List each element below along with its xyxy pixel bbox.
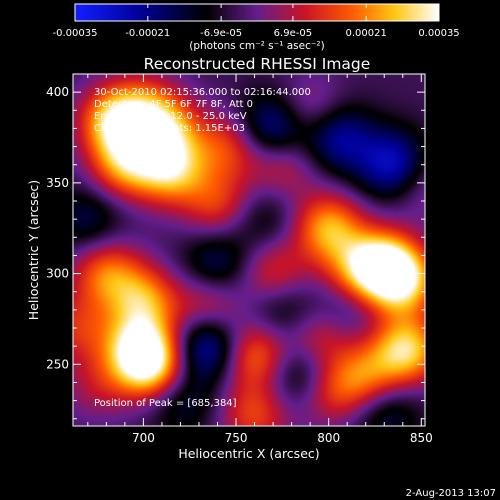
annotation-total-counts: Clean Total counts: 1.15E+03 <box>94 123 245 134</box>
colorbar-tick-label: -6.9e-05 <box>200 28 242 39</box>
x-tick-label: 700 <box>132 431 155 445</box>
x-tick-label: 850 <box>410 431 433 445</box>
y-tick-labels: 250 300 350 400 <box>46 85 69 371</box>
plot-frame <box>72 73 426 427</box>
colorbar-tick-labels: -0.00035 -0.00021 -6.9e-05 6.9e-05 0.00021 0.… <box>53 28 460 39</box>
x-tick-label: 800 <box>317 431 340 445</box>
y-tick-label: 400 <box>46 85 69 99</box>
annotation-peak-position: Position of Peak = [685,384] <box>94 398 237 409</box>
colorbar: -0.00035 -0.00021 -6.9e-05 6.9e-05 0.00021 0.… <box>53 3 460 52</box>
colorbar-unit-label: (photons cm⁻² s⁻¹ asec⁻²) <box>189 40 324 52</box>
annotation-block: 30-Oct-2010 02:15:36.000 to 02:16:44.000… <box>94 87 311 409</box>
x-tick-labels: 700 750 800 850 <box>132 431 433 445</box>
colorbar-frame <box>74 3 440 22</box>
colorbar-tick-label: 6.9e-05 <box>274 28 312 39</box>
chart-title: Reconstructed RHESSI Image <box>144 55 371 73</box>
x-tick-label: 750 <box>225 431 248 445</box>
x-axis-label: Heliocentric X (arcsec) <box>178 446 319 461</box>
axis-ticks <box>73 73 425 426</box>
colorbar-tick-label: -0.00021 <box>125 28 170 39</box>
y-tick-label: 300 <box>46 267 69 281</box>
annotation-time-range: 30-Oct-2010 02:15:36.000 to 02:16:44.000 <box>94 87 311 98</box>
colorbar-tick-label: 0.00021 <box>346 28 387 39</box>
plot-area: 700 750 800 850 250 300 350 400 <box>46 73 433 445</box>
y-axis-label: Heliocentric Y (arcsec) <box>26 180 41 320</box>
colorbar-gradient <box>75 4 439 21</box>
y-tick-label: 350 <box>46 176 69 190</box>
heatmap-image <box>73 74 425 426</box>
annotation-energy-range: Energy Range: 12.0 - 25.0 keV <box>94 111 247 122</box>
colorbar-ticks <box>74 4 440 21</box>
y-tick-label: 250 <box>46 357 69 371</box>
colorbar-tick-label: -0.00035 <box>53 28 98 39</box>
colorbar-tick-label: 0.00035 <box>418 28 459 39</box>
annotation-detectors: Detectors: 4F 5F 6F 7F 8F, Att 0 <box>94 99 253 110</box>
footer-date: 2-Aug-2013 13:07 <box>406 488 496 499</box>
